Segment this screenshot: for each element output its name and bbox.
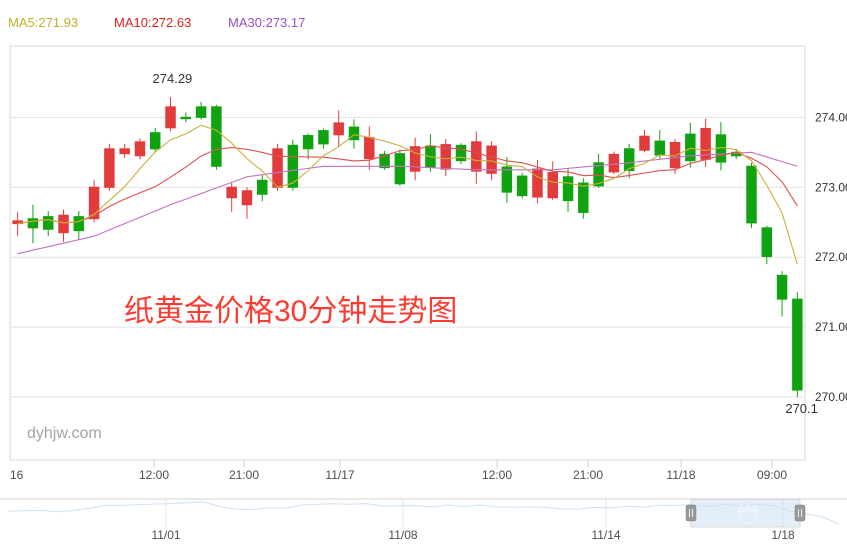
svg-text:274.00: 274.00 xyxy=(815,110,847,124)
svg-text:273.00: 273.00 xyxy=(815,180,847,194)
svg-text:1/18: 1/18 xyxy=(771,528,795,542)
svg-text:271.00: 271.00 xyxy=(815,320,847,334)
svg-text:270.00: 270.00 xyxy=(815,390,847,404)
svg-text:270.1: 270.1 xyxy=(785,401,818,416)
svg-text:274.29: 274.29 xyxy=(153,71,193,86)
svg-text:11/14: 11/14 xyxy=(591,528,620,542)
svg-text:11/08: 11/08 xyxy=(388,528,417,542)
svg-text:11/01: 11/01 xyxy=(151,528,180,542)
svg-text:272.00: 272.00 xyxy=(815,250,847,264)
